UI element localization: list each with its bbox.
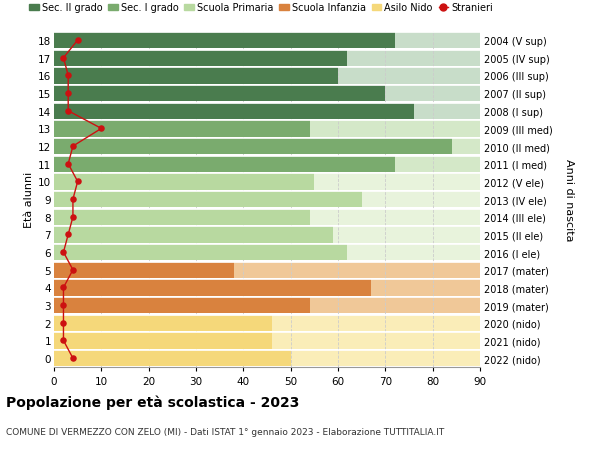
- Bar: [54, 209, 480, 225]
- Bar: [54, 227, 480, 243]
- Y-axis label: Età alunni: Età alunni: [24, 172, 34, 228]
- Bar: [54, 262, 234, 278]
- Point: [64, 231, 73, 239]
- Bar: [54, 68, 480, 84]
- Bar: [54, 333, 272, 349]
- Legend: Sec. II grado, Sec. I grado, Scuola Primaria, Scuola Infanzia, Asilo Nido, Stran: Sec. II grado, Sec. I grado, Scuola Prim…: [29, 4, 493, 13]
- Bar: [54, 297, 480, 313]
- Bar: [54, 227, 333, 243]
- Bar: [54, 33, 480, 49]
- Bar: [54, 297, 310, 313]
- Bar: [54, 50, 480, 67]
- Bar: [54, 156, 395, 173]
- Bar: [54, 191, 362, 208]
- Bar: [54, 139, 480, 155]
- Bar: [54, 245, 480, 261]
- Bar: [54, 174, 314, 190]
- Point: [68, 355, 78, 362]
- Text: Popolazione per età scolastica - 2023: Popolazione per età scolastica - 2023: [6, 395, 299, 409]
- Y-axis label: Anni di nascita: Anni di nascita: [564, 158, 574, 241]
- Bar: [54, 121, 480, 137]
- Point: [68, 143, 78, 151]
- Bar: [54, 191, 480, 208]
- Bar: [54, 280, 480, 296]
- Point: [59, 55, 68, 62]
- Bar: [54, 50, 347, 67]
- Bar: [54, 315, 480, 331]
- Bar: [54, 33, 395, 49]
- Point: [59, 284, 68, 291]
- Bar: [54, 350, 290, 366]
- Point: [68, 213, 78, 221]
- Text: COMUNE DI VERMEZZO CON ZELO (MI) - Dati ISTAT 1° gennaio 2023 - Elaborazione TUT: COMUNE DI VERMEZZO CON ZELO (MI) - Dati …: [6, 427, 444, 436]
- Point: [64, 161, 73, 168]
- Bar: [54, 350, 480, 366]
- Bar: [54, 139, 452, 155]
- Point: [68, 267, 78, 274]
- Bar: [54, 209, 310, 225]
- Point: [59, 249, 68, 256]
- Point: [64, 108, 73, 115]
- Bar: [54, 315, 272, 331]
- Point: [68, 196, 78, 203]
- Bar: [54, 121, 310, 137]
- Bar: [54, 174, 480, 190]
- Bar: [54, 86, 385, 102]
- Bar: [54, 103, 414, 120]
- Point: [97, 125, 106, 133]
- Point: [59, 302, 68, 309]
- Bar: [54, 103, 480, 120]
- Bar: [54, 262, 480, 278]
- Bar: [54, 280, 371, 296]
- Point: [59, 319, 68, 327]
- Bar: [54, 333, 480, 349]
- Bar: [54, 86, 480, 102]
- Bar: [54, 68, 338, 84]
- Point: [73, 37, 82, 45]
- Point: [64, 90, 73, 97]
- Bar: [54, 156, 480, 173]
- Point: [64, 73, 73, 80]
- Point: [73, 179, 82, 186]
- Bar: [54, 245, 347, 261]
- Point: [59, 337, 68, 344]
